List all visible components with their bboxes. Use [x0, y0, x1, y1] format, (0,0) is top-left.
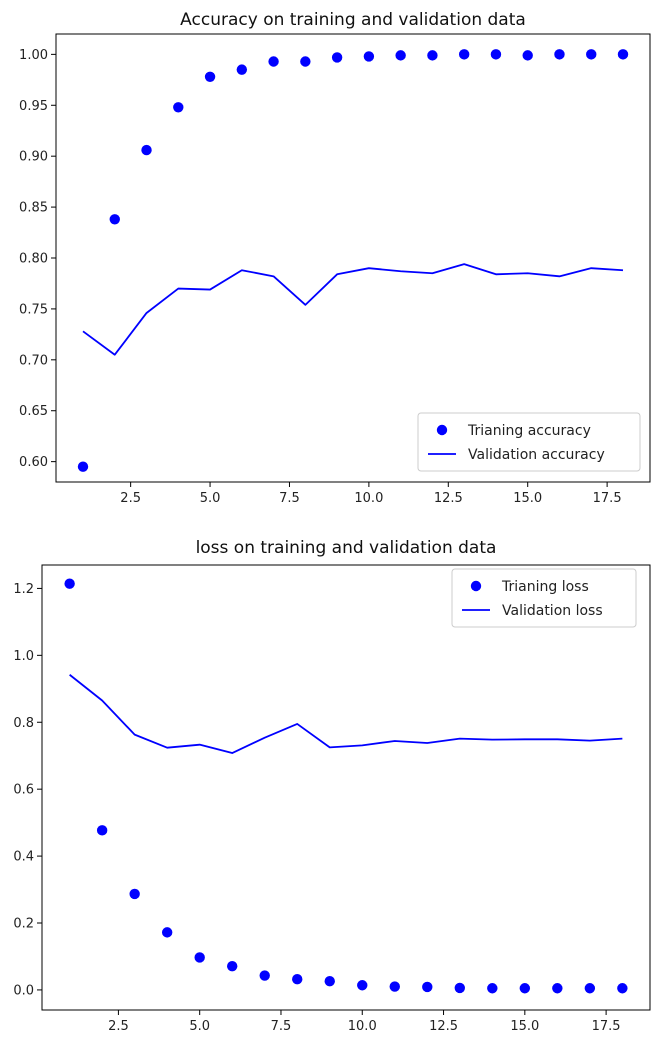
y-tick-label: 0.0: [13, 983, 34, 998]
y-tick-label: 0.85: [19, 201, 48, 216]
loss-chart: loss on training and validation data 2.5 5…: [13, 538, 651, 1034]
data-point: [292, 974, 303, 985]
axes-frame: [41, 564, 651, 1011]
data-point: [204, 71, 216, 82]
accuracy-chart: Accuracy on training and validation data…: [19, 10, 651, 506]
x-tick-label: 7.5: [279, 491, 300, 506]
data-point: [77, 461, 89, 472]
data-point: [552, 983, 563, 994]
legend-label: Trianing loss: [501, 579, 589, 595]
data-point: [357, 980, 368, 991]
legend: Trianing loss Validation loss: [451, 568, 637, 628]
data-point: [161, 927, 173, 938]
y-tick-label: 0.75: [19, 302, 48, 317]
data-point: [617, 49, 629, 60]
data-point: [268, 56, 279, 67]
series-training: [77, 49, 629, 472]
y-tick-label: 1.2: [13, 582, 34, 597]
series-line: [69, 674, 623, 754]
y-tick-label: 0.6: [13, 783, 34, 798]
legend-box: [417, 412, 641, 472]
data-point: [584, 983, 596, 994]
data-point: [96, 825, 108, 836]
data-point: [227, 960, 238, 972]
data-point: [300, 56, 311, 67]
legend-label: Trianing accuracy: [467, 423, 591, 439]
x-tick-label: 5.0: [189, 1019, 210, 1034]
x-tick-label: 7.5: [271, 1019, 292, 1034]
series-validation: [69, 674, 623, 754]
data-point: [324, 976, 335, 987]
x-tick-label: 10.0: [348, 1019, 377, 1034]
data-point: [331, 52, 343, 63]
data-point: [173, 102, 184, 113]
chart-title: Accuracy on training and validation data: [180, 10, 526, 30]
series-training: [64, 578, 628, 994]
x-tick-label: 17.5: [592, 1019, 621, 1034]
data-point: [141, 144, 152, 156]
chart-title: loss on training and validation data: [196, 538, 497, 558]
legend-label: Validation loss: [502, 603, 603, 619]
data-point: [129, 888, 140, 900]
y-tick-label: 0.95: [19, 99, 48, 114]
data-point: [64, 578, 75, 589]
data-point: [236, 64, 248, 75]
data-point: [427, 50, 438, 61]
y-tick-label: 1.0: [13, 649, 34, 664]
data-point: [194, 952, 205, 963]
data-point: [395, 50, 406, 61]
x-tick-label: 17.5: [593, 491, 622, 506]
x-tick-label: 12.5: [429, 1019, 458, 1034]
x-tick-label: 15.0: [510, 1019, 539, 1034]
x-tick-label: 2.5: [120, 491, 141, 506]
series-validation: [82, 263, 624, 356]
y-tick-label: 1.00: [19, 48, 48, 63]
data-point: [487, 983, 498, 994]
y-tick-label: 0.70: [19, 353, 48, 368]
x-tick-label: 5.0: [200, 491, 221, 506]
x-tick-label: 2.5: [108, 1019, 129, 1034]
y-tick-label: 0.90: [19, 150, 48, 165]
y-tick-label: 0.4: [13, 850, 34, 865]
legend: Trianing accuracy Validation accuracy: [417, 412, 641, 472]
y-tick-label: 0.8: [13, 716, 34, 731]
data-point: [458, 49, 470, 60]
data-point: [422, 981, 433, 993]
x-tick-label: 10.0: [354, 491, 383, 506]
data-point: [617, 983, 628, 994]
data-point: [522, 50, 533, 61]
y-tick-label: 0.60: [19, 455, 48, 470]
data-point: [259, 970, 270, 981]
data-point: [490, 49, 502, 60]
legend-point-marker: [436, 424, 448, 436]
data-point: [363, 51, 375, 62]
data-point: [389, 981, 400, 992]
y-tick-label: 0.65: [19, 404, 48, 419]
x-tick-label: 15.0: [513, 491, 542, 506]
data-point: [109, 214, 120, 225]
data-point: [519, 983, 531, 994]
data-point: [586, 49, 597, 60]
data-point: [454, 982, 465, 994]
legend-point-marker: [470, 580, 482, 592]
data-point: [554, 49, 565, 60]
legend-box: [451, 568, 637, 628]
legend-label: Validation accuracy: [468, 447, 605, 463]
x-tick-label: 12.5: [434, 491, 463, 506]
y-tick-label: 0.2: [13, 917, 34, 932]
y-tick-label: 0.80: [19, 252, 48, 267]
series-line: [82, 263, 624, 356]
